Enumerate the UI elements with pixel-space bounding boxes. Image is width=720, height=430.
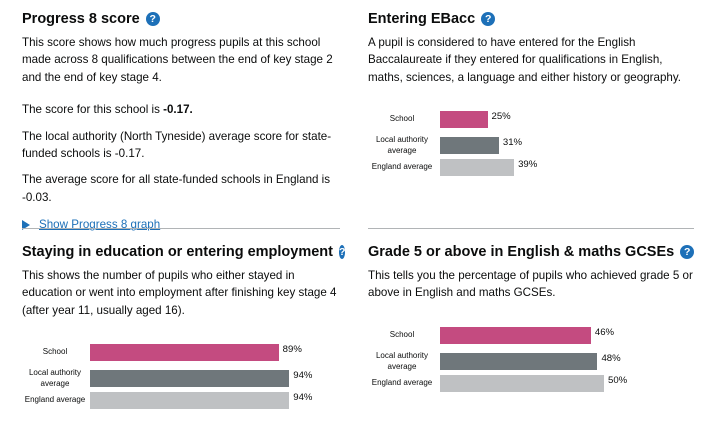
bar-label-school: School [389,330,415,340]
education-heading: Staying in education or entering employm… [22,243,346,261]
show-progress8-graph-link[interactable]: Show Progress 8 graph [39,218,161,232]
bar-label-local-authority: Local authority average [375,135,429,155]
education-chart: School 89% Local authority average 94% Engla… [22,344,340,419]
bar-local-authority [440,137,499,154]
bar-label-local-authority: Local authority average [28,368,82,388]
bar-row-school: School 25% [368,111,511,128]
progress8-description: This score shows how much progress pupil… [22,36,333,84]
ebacc-heading: Entering EBacc ? [368,10,698,28]
bar-row-england: England average 94% [22,392,312,409]
grade5-chart: School 46% Local authority average 48% Engla… [368,327,698,402]
divider-right [368,228,694,229]
progress8-school-score: The score for this school is -0.17. [22,101,340,118]
school-score-prefix: The score for this school is [22,103,164,117]
bar-value-school: 89% [282,344,302,355]
bar-row-school: School 46% [368,327,614,344]
progress8-local-authority: The local authority (North Tyneside) ave… [22,129,332,161]
school-score-value: -0.17. [163,103,193,117]
bar-row-local-authority: Local authority average 31% [368,135,522,156]
progress8-panel: Progress 8 score ? This score shows how … [22,10,340,231]
ebacc-title: Entering EBacc [368,11,476,27]
bar-value-england: 39% [518,159,538,170]
bar-label-school: School [389,114,415,124]
bar-label-england: England average [371,162,433,172]
education-panel: Staying in education or entering employm… [22,243,346,319]
bar-value-england: 94% [293,392,313,403]
bar-england [440,159,515,176]
help-icon[interactable]: ? [680,245,695,259]
progress8-title: Progress 8 score [22,11,140,27]
bar-label-england: England average [371,378,433,388]
bar-england [90,392,290,409]
bar-label-local-authority: Local authority average [375,351,429,371]
bar-value-local-authority: 48% [601,353,621,364]
grade5-title: Grade 5 or above in English & maths GCSE… [368,244,675,260]
bar-label-school: School [42,347,68,357]
bar-value-school: 25% [491,111,511,122]
divider-left [22,228,340,229]
bar-row-england: England average 39% [368,159,537,176]
show-progress8-graph-toggle[interactable]: Show Progress 8 graph [22,218,340,231]
bar-row-england: England average 50% [368,375,627,392]
ebacc-description: A pupil is considered to have entered fo… [368,36,682,84]
help-icon[interactable]: ? [145,12,160,26]
bar-school [90,344,279,361]
triangle-right-icon [22,219,30,230]
grade5-heading: Grade 5 or above in English & maths GCSE… [368,243,698,261]
bar-label-england: England average [24,395,86,405]
ebacc-panel: Entering EBacc ? A pupil is considered t… [368,10,698,86]
bar-row-school: School 89% [22,344,302,361]
grade5-panel: Grade 5 or above in English & maths GCSE… [368,243,698,302]
bar-england [440,375,604,392]
bar-row-local-authority: Local authority average 94% [22,368,312,389]
help-icon[interactable]: ? [481,12,496,26]
bar-school [440,327,591,344]
grade5-description: This tells you the percentage of pupils … [368,269,693,300]
bar-school [440,111,488,128]
ebacc-chart: School 25% Local authority average 31% Engla… [368,111,698,186]
bar-local-authority [440,353,598,370]
progress8-heading: Progress 8 score ? [22,10,340,28]
bar-value-local-authority: 94% [293,370,313,381]
bar-local-authority [90,370,290,387]
education-description: This shows the number of pupils who eith… [22,269,337,317]
progress8-england: The average score for all state-funded s… [22,173,331,204]
bar-value-school: 46% [594,327,615,338]
education-title: Staying in education or entering employm… [22,244,333,260]
help-icon[interactable]: ? [339,245,346,259]
bar-row-local-authority: Local authority average 48% [368,351,621,372]
bar-value-england: 50% [608,375,628,386]
bar-value-local-authority: 31% [502,137,523,148]
